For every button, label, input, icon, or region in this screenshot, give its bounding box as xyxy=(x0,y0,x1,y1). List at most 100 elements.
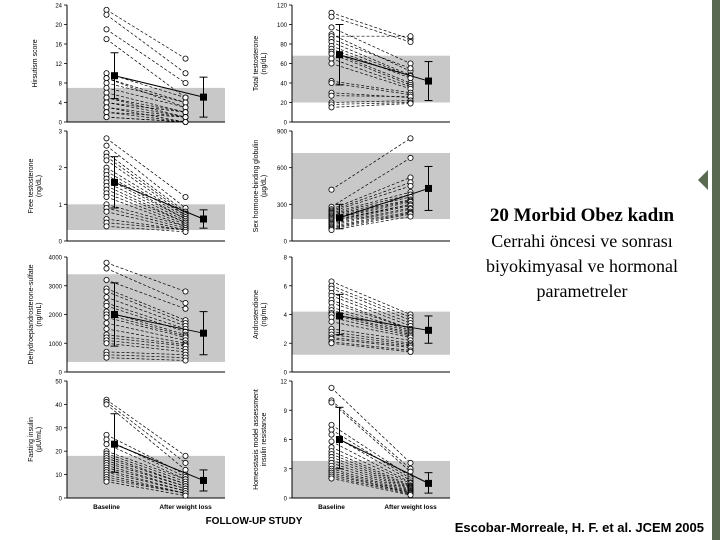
subject-line xyxy=(106,317,186,338)
subject-line xyxy=(331,285,411,318)
y-tick-label: 4 xyxy=(59,101,63,107)
baseline-point xyxy=(103,478,110,485)
y-axis-label: insulin resistance xyxy=(261,413,268,467)
baseline-point xyxy=(103,26,110,33)
subject-line xyxy=(331,470,411,493)
subject-line xyxy=(106,87,186,108)
y-tick-label: 2 xyxy=(284,342,288,348)
baseline-point xyxy=(103,157,110,164)
subject-line xyxy=(331,80,411,94)
y-tick-label: 0 xyxy=(284,121,288,127)
subject-line xyxy=(106,77,186,103)
subject-line xyxy=(331,306,411,331)
y-axis-label: (µU/mL) xyxy=(36,427,43,452)
subject-line xyxy=(331,468,411,492)
y-tick-label: 4000 xyxy=(49,256,63,262)
y-tick-label: 3 xyxy=(284,467,288,473)
baseline-point xyxy=(103,104,110,111)
after-point xyxy=(182,114,189,121)
after-point xyxy=(407,39,414,46)
y-tick-label: 1000 xyxy=(49,342,63,348)
subject-line xyxy=(331,295,411,327)
subject-line xyxy=(331,45,411,77)
baseline-point xyxy=(103,302,110,309)
subject-line xyxy=(106,92,186,113)
subject-line xyxy=(331,100,411,103)
after-point xyxy=(407,182,414,189)
subject-line xyxy=(331,208,411,226)
subject-line xyxy=(106,211,186,231)
y-tick-label: 50 xyxy=(55,380,62,386)
subject-line xyxy=(106,97,186,118)
x-axis-title: FOLLOW-UP STUDY xyxy=(206,516,303,527)
y-tick-label: 0 xyxy=(59,240,63,246)
baseline-point xyxy=(328,384,335,391)
subject-line xyxy=(331,207,411,225)
y-axis-label: Fasting insulin xyxy=(28,417,35,462)
after-point xyxy=(182,55,189,62)
after-point xyxy=(182,228,189,235)
subject-line xyxy=(106,185,186,223)
subject-line xyxy=(106,481,186,497)
mean-line xyxy=(114,181,204,220)
subject-line xyxy=(331,453,411,487)
baseline-point xyxy=(103,276,110,283)
subject-line xyxy=(331,465,411,491)
subject-line xyxy=(106,328,186,344)
subject-line xyxy=(106,111,186,123)
subject-line xyxy=(331,314,411,335)
subject-line xyxy=(331,459,411,489)
baseline-point xyxy=(103,75,110,82)
after-point xyxy=(407,60,414,67)
after-point xyxy=(407,135,414,142)
subject-line xyxy=(106,478,186,494)
y-tick-label: 8 xyxy=(284,256,288,262)
after-point xyxy=(182,357,189,364)
subject-line xyxy=(106,354,186,358)
y-tick-label: 20 xyxy=(55,23,62,29)
subject-line xyxy=(331,191,411,214)
subject-line xyxy=(106,469,186,492)
after-point xyxy=(407,33,414,40)
subject-line xyxy=(331,476,411,495)
baseline-point xyxy=(328,186,335,193)
subject-line xyxy=(331,281,411,315)
normal-range-band xyxy=(292,460,450,498)
y-tick-label: 0 xyxy=(284,240,288,246)
y-tick-label: 9 xyxy=(284,409,288,415)
subject-line xyxy=(331,38,411,69)
subject-line xyxy=(106,334,186,346)
y-tick-label: 1 xyxy=(59,203,63,209)
subject-line xyxy=(106,174,186,220)
accent-bar xyxy=(712,0,720,540)
after-point xyxy=(407,154,414,161)
y-tick-label: 2000 xyxy=(49,313,63,319)
mean-line xyxy=(339,187,429,219)
y-axis-label: (ng/mL) xyxy=(36,302,43,326)
y-tick-label: 4 xyxy=(284,313,288,319)
subject-line xyxy=(331,211,411,227)
subject-line xyxy=(106,207,186,229)
subject-line xyxy=(331,216,411,231)
y-tick-label: 20 xyxy=(280,101,287,107)
subject-line xyxy=(331,456,411,488)
subject-line xyxy=(331,341,411,351)
subject-line xyxy=(106,145,186,209)
y-tick-label: 60 xyxy=(280,62,287,68)
baseline-point xyxy=(328,24,335,31)
subject-line xyxy=(331,12,411,40)
baseline-point xyxy=(328,431,335,438)
mean-line xyxy=(339,439,429,484)
subject-line xyxy=(106,476,186,494)
subject-line xyxy=(106,225,186,233)
subject-line xyxy=(331,288,411,321)
subject-line xyxy=(331,205,411,224)
subject-line xyxy=(331,400,411,470)
subject-line xyxy=(331,338,411,348)
subject-line xyxy=(106,152,186,212)
subject-line xyxy=(331,317,411,337)
baseline-point xyxy=(103,288,110,295)
subject-line xyxy=(106,439,186,478)
panel-free_testosterone: 0 1 2 3 Free testosterone (ng/dL) xyxy=(28,130,225,246)
